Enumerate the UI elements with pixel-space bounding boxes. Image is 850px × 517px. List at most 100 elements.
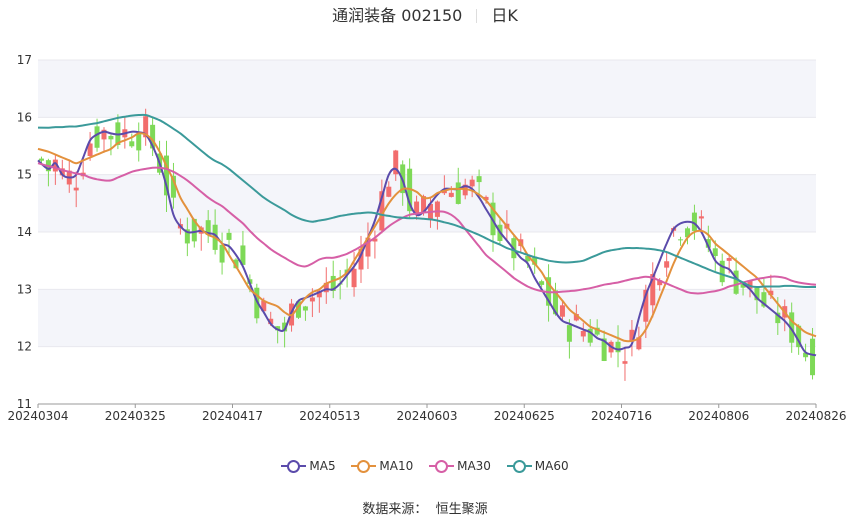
candle-body bbox=[129, 141, 135, 147]
candle-body bbox=[684, 228, 690, 238]
candle-body bbox=[143, 116, 149, 138]
candle-body bbox=[483, 196, 489, 201]
legend-swatch-ma60 bbox=[506, 459, 532, 473]
candle-body bbox=[678, 239, 684, 241]
candle-body bbox=[761, 292, 767, 307]
x-tick-label: 20240304 bbox=[7, 409, 68, 423]
chart-legend: MA5 MA10 MA30 MA60 bbox=[0, 458, 850, 473]
y-tick-label: 11 bbox=[17, 397, 32, 411]
candle-body bbox=[414, 201, 420, 213]
candle-body bbox=[136, 134, 142, 151]
candle-body bbox=[747, 280, 753, 289]
candle-body bbox=[768, 290, 774, 296]
data-source: 数据来源： 恒生聚源 bbox=[0, 498, 850, 517]
y-tick-label: 14 bbox=[17, 225, 32, 239]
candle-body bbox=[87, 143, 93, 157]
candle-body bbox=[365, 237, 371, 257]
candle-body bbox=[164, 155, 170, 196]
candle-body bbox=[705, 239, 711, 248]
candle-body bbox=[712, 248, 718, 257]
candle-body bbox=[650, 274, 656, 306]
candle-body bbox=[302, 306, 308, 311]
legend-item-ma10[interactable]: MA10 bbox=[351, 458, 413, 473]
candle-body bbox=[205, 220, 211, 235]
ma-line-ma10 bbox=[37, 132, 817, 343]
candle-body bbox=[539, 281, 545, 285]
candle-body bbox=[268, 318, 274, 325]
candle-body bbox=[108, 135, 114, 140]
legend-swatch-ma10 bbox=[351, 459, 377, 473]
y-tick-label: 12 bbox=[17, 340, 32, 354]
candle-body bbox=[455, 182, 461, 204]
candle-body bbox=[441, 190, 447, 194]
candle-body bbox=[810, 338, 816, 376]
candle-body bbox=[393, 150, 399, 175]
x-tick-label: 20240603 bbox=[396, 409, 457, 423]
candle-body bbox=[559, 305, 565, 317]
y-tick-label: 17 bbox=[17, 53, 32, 67]
source-name: 恒生聚源 bbox=[435, 502, 488, 517]
candle-body bbox=[240, 245, 246, 265]
chart-title: 通润装备 002150 日K bbox=[0, 4, 850, 28]
legend-item-ma5[interactable]: MA5 bbox=[281, 458, 336, 473]
legend-item-ma30[interactable]: MA30 bbox=[429, 458, 491, 473]
candle-body bbox=[643, 289, 649, 322]
candle-body bbox=[803, 352, 809, 358]
candle-body bbox=[191, 218, 197, 242]
candle-body bbox=[372, 238, 378, 242]
candle-body bbox=[233, 259, 239, 269]
y-tick-label: 16 bbox=[17, 110, 32, 124]
candle-body bbox=[657, 280, 663, 286]
period-label: 日K bbox=[491, 6, 518, 25]
candle-body bbox=[525, 255, 531, 262]
candle-body bbox=[309, 297, 315, 302]
y-tick-label: 15 bbox=[17, 168, 32, 182]
candle-body bbox=[566, 325, 572, 342]
legend-label-ma10: MA10 bbox=[379, 458, 414, 473]
candle-body bbox=[789, 312, 795, 343]
ma-line-ma30 bbox=[37, 162, 817, 295]
candle-body bbox=[775, 312, 781, 324]
candle-body bbox=[587, 328, 593, 343]
candle-body bbox=[94, 126, 100, 148]
legend-swatch-ma5 bbox=[281, 459, 307, 473]
grid-band bbox=[38, 60, 816, 118]
candle-body bbox=[358, 248, 364, 270]
candle-body bbox=[691, 212, 697, 231]
candle-body bbox=[59, 168, 65, 176]
grid-band bbox=[38, 174, 816, 232]
legend-label-ma30: MA30 bbox=[457, 458, 491, 473]
candle-body bbox=[386, 186, 392, 197]
legend-label-ma60: MA60 bbox=[534, 458, 569, 473]
legend-label-ma5: MA5 bbox=[309, 458, 336, 473]
y-tick-label: 13 bbox=[17, 282, 32, 296]
candle-body bbox=[698, 216, 704, 219]
candle-body bbox=[323, 282, 329, 293]
candle-body bbox=[330, 275, 336, 292]
candle-body bbox=[170, 175, 176, 198]
candle-body bbox=[553, 290, 559, 315]
candle-body bbox=[261, 300, 267, 312]
title-separator bbox=[476, 9, 478, 23]
x-tick-label: 20240826 bbox=[785, 409, 846, 423]
candle-body bbox=[351, 268, 357, 288]
x-tick-label: 20240716 bbox=[591, 409, 652, 423]
candle-body bbox=[219, 244, 225, 263]
grid-band bbox=[38, 289, 816, 347]
kline-chart: 11 12 13 14 15 16 17 20240304 20240325 20240417 20… bbox=[7, 53, 846, 423]
legend-item-ma60[interactable]: MA60 bbox=[506, 458, 569, 473]
candle-body bbox=[52, 159, 58, 172]
candle-body bbox=[664, 261, 670, 268]
candle-body bbox=[434, 201, 440, 217]
candle-body bbox=[622, 361, 628, 364]
x-tick-label: 20240806 bbox=[688, 409, 749, 423]
candle-body bbox=[73, 187, 79, 191]
candle-body bbox=[580, 330, 586, 337]
candle-body bbox=[573, 313, 579, 321]
candle-body bbox=[719, 260, 725, 283]
ma-line-ma60 bbox=[37, 113, 817, 289]
candle-body bbox=[184, 229, 190, 244]
legend-swatch-ma30 bbox=[429, 459, 455, 473]
x-tick-label: 20240417 bbox=[202, 409, 263, 423]
candle-body bbox=[740, 284, 746, 288]
